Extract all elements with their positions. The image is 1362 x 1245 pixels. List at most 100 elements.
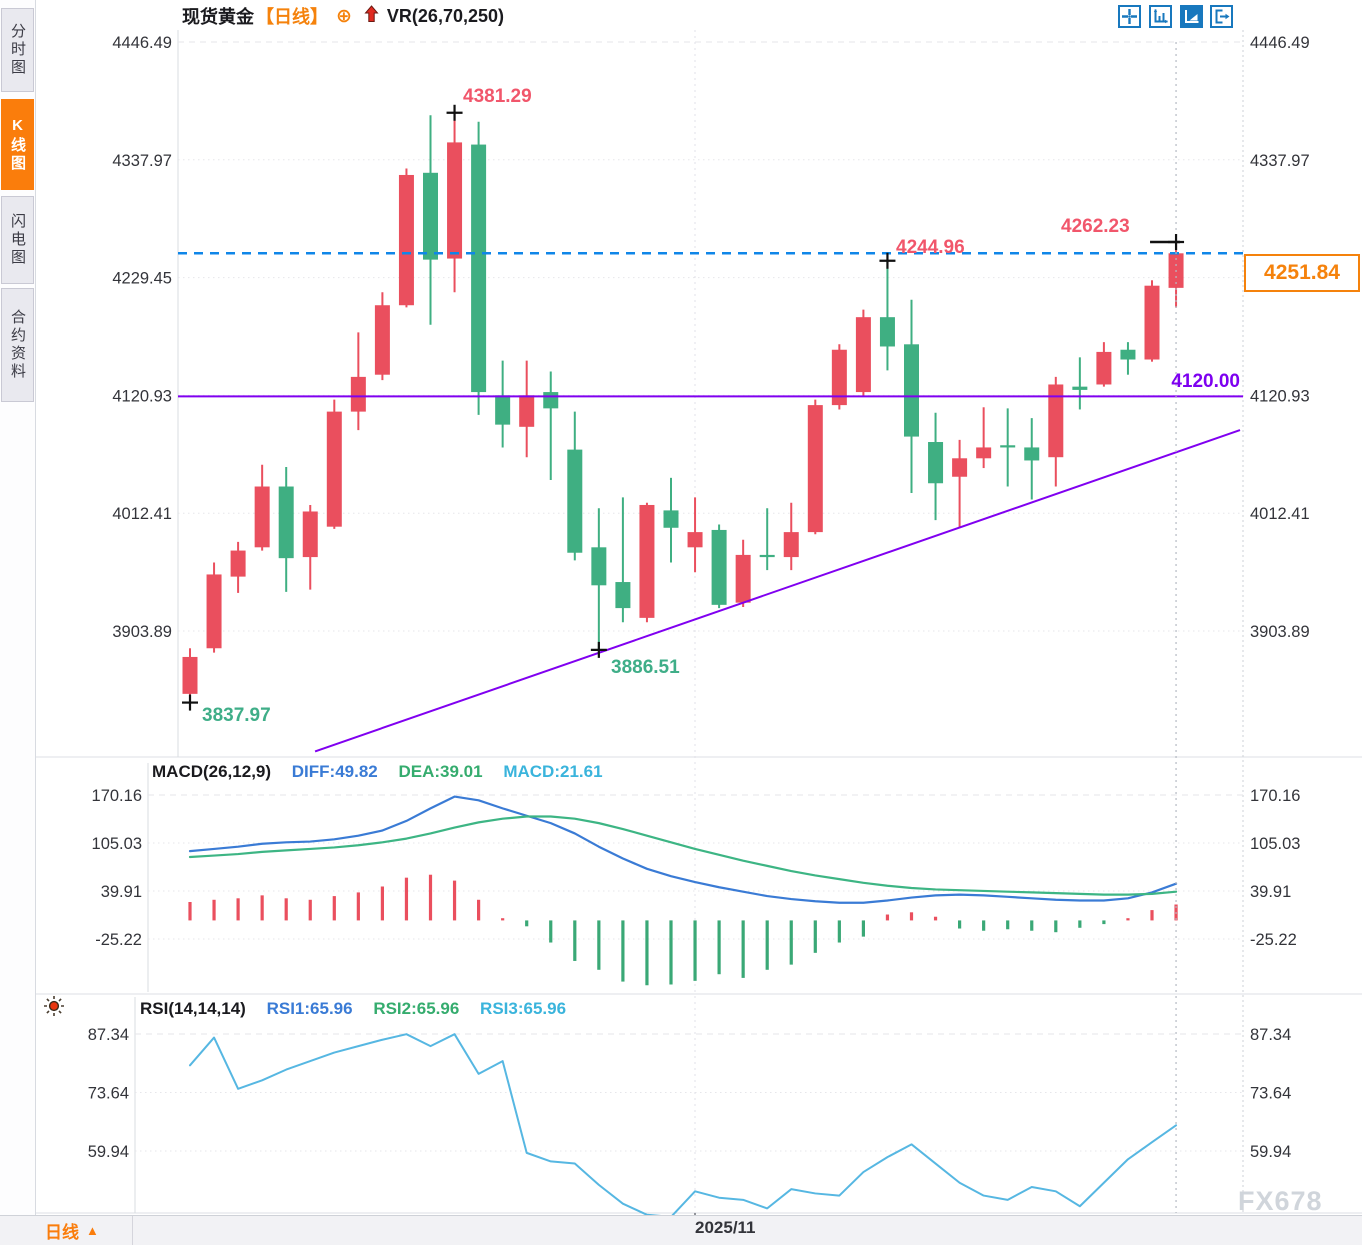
gridlines xyxy=(35,30,1362,1220)
candle-body xyxy=(447,142,463,259)
candle-body xyxy=(952,458,968,477)
chart-header: 现货黄金 【日线】 ⊕ VR(26,70,250) xyxy=(182,4,504,28)
candle-body xyxy=(855,317,871,393)
symbol-name: 现货黄金 xyxy=(182,7,254,27)
y-axis-tick-left: 4229.45 xyxy=(112,270,172,288)
candle-body xyxy=(976,447,992,459)
candle-body xyxy=(928,442,944,484)
candle-body xyxy=(1072,386,1088,390)
rsi-line xyxy=(189,1033,1178,1218)
x-axis-date-label: 2025/11 xyxy=(695,1218,756,1237)
candle-body xyxy=(206,574,222,649)
macd-diff-line xyxy=(188,795,1178,904)
annotation-low-start: 3837.97 xyxy=(202,705,271,726)
sidebar-tab-kline[interactable]: K线图 xyxy=(1,99,34,190)
y-axis-tick-left: -25.22 xyxy=(95,931,142,949)
y-axis-tick-right: 87.34 xyxy=(1250,1026,1291,1044)
chevron-up-icon: ▲ xyxy=(86,1223,99,1238)
sidebar-tab-contract[interactable]: 合约资料 xyxy=(1,288,34,402)
candle-body xyxy=(302,511,318,558)
period-selector[interactable]: 日线 ▲ xyxy=(0,1216,133,1245)
candle-body xyxy=(759,554,775,558)
candle-body xyxy=(663,510,679,528)
sidebar: 分时图 K线图 闪电图 合约资料 xyxy=(0,0,36,1215)
candle-body xyxy=(807,405,823,533)
candle-body xyxy=(711,529,727,605)
y-axis-tick-right: 4337.97 xyxy=(1250,152,1310,170)
play-chart-icon[interactable] xyxy=(1180,5,1203,28)
candle-body xyxy=(230,550,246,577)
bottom-toolbar: 日线 ▲ xyxy=(0,1215,1362,1245)
candle-body xyxy=(1048,384,1064,458)
rsi-title: RSI(14,14,14) xyxy=(140,999,246,1018)
y-axis-tick-right: 105.03 xyxy=(1250,835,1300,853)
y-axis-tick-right: 73.64 xyxy=(1250,1084,1291,1102)
annotation-high-mid: 4244.96 xyxy=(896,237,965,258)
y-axis-tick-left: 4337.97 xyxy=(112,152,172,170)
candle-body xyxy=(687,532,703,548)
overlays xyxy=(178,42,1243,1213)
candle-body xyxy=(278,486,294,559)
watermark: FX678 xyxy=(1238,1186,1323,1216)
y-axis-tick-left: 4120.93 xyxy=(112,387,172,405)
y-axis-tick-left: 170.16 xyxy=(92,787,142,805)
annotation-high-last: 4262.23 xyxy=(1061,216,1130,237)
y-axis-tick-right: -25.22 xyxy=(1250,931,1297,949)
y-axis-tick-left: 59.94 xyxy=(88,1143,129,1161)
y-axis-tick-left: 105.03 xyxy=(92,835,142,853)
candle-body xyxy=(831,349,847,406)
macd-title: MACD(26,12,9) xyxy=(152,762,272,781)
candle-body xyxy=(1000,445,1016,448)
candle-body xyxy=(783,532,799,558)
y-axis-tick-right: 3903.89 xyxy=(1250,623,1310,641)
candle-body xyxy=(1096,351,1112,385)
sidebar-tab-flash[interactable]: 闪电图 xyxy=(1,196,34,284)
y-axis-tick-left: 73.64 xyxy=(88,1084,129,1102)
exit-fullscreen-icon[interactable] xyxy=(1210,5,1233,28)
crosshair-icon[interactable] xyxy=(1118,5,1141,28)
up-arrow-icon xyxy=(364,4,379,28)
candle-body xyxy=(615,582,631,609)
macd-macd-value: MACD:21.61 xyxy=(503,762,603,781)
y-axis-tick-right: 4446.49 xyxy=(1250,34,1310,52)
candle-body xyxy=(1144,285,1160,360)
y-axis-tick-left: 87.34 xyxy=(88,1026,129,1044)
candle-body xyxy=(254,486,270,548)
candle-body xyxy=(879,317,895,347)
y-axis-tick-left: 39.91 xyxy=(101,883,142,901)
annotation-low-mid: 3886.51 xyxy=(611,657,680,678)
y-axis-tick-right: 4120.93 xyxy=(1250,387,1310,405)
y-axis-tick-right: 39.91 xyxy=(1250,883,1291,901)
period-tag: 【日线】 xyxy=(256,7,328,27)
candle-body xyxy=(182,656,198,694)
sidebar-tab-timeline[interactable]: 分时图 xyxy=(1,8,34,92)
period-selector-label: 日线 xyxy=(45,1223,79,1242)
sun-indicator-icon[interactable] xyxy=(42,994,66,1018)
candle-body xyxy=(423,172,438,260)
candle-body xyxy=(639,504,655,618)
candle-body xyxy=(398,174,414,306)
candle-body xyxy=(519,395,535,427)
rsi2-value: RSI2:65.96 xyxy=(373,999,460,1018)
candle-body xyxy=(374,305,390,375)
vr-indicator-label: VR(26,70,250) xyxy=(386,5,504,26)
rsi-series xyxy=(189,1033,1178,1218)
y-axis-tick-right: 4012.41 xyxy=(1250,505,1310,523)
axes-icon[interactable] xyxy=(1149,5,1172,28)
candle-body xyxy=(495,395,511,425)
candle-body xyxy=(591,547,607,586)
rsi-title-row: RSI(14,14,14) RSI1:65.96 RSI2:65.96 RSI3… xyxy=(140,999,566,1021)
y-axis-tick-left: 4446.49 xyxy=(112,34,172,52)
macd-dea-line xyxy=(188,815,1178,896)
macd-series xyxy=(188,795,1178,986)
candle-body xyxy=(904,344,919,437)
add-indicator-icon[interactable]: ⊕ xyxy=(336,5,352,27)
candle-body xyxy=(350,376,366,412)
y-axis-tick-right: 59.94 xyxy=(1250,1143,1291,1161)
annotation-high-peak: 4381.29 xyxy=(463,86,532,107)
candle-body xyxy=(1024,447,1040,461)
y-axis-tick-left: 4012.41 xyxy=(112,505,172,523)
candle-body xyxy=(735,554,751,603)
candle-body xyxy=(1120,349,1136,360)
